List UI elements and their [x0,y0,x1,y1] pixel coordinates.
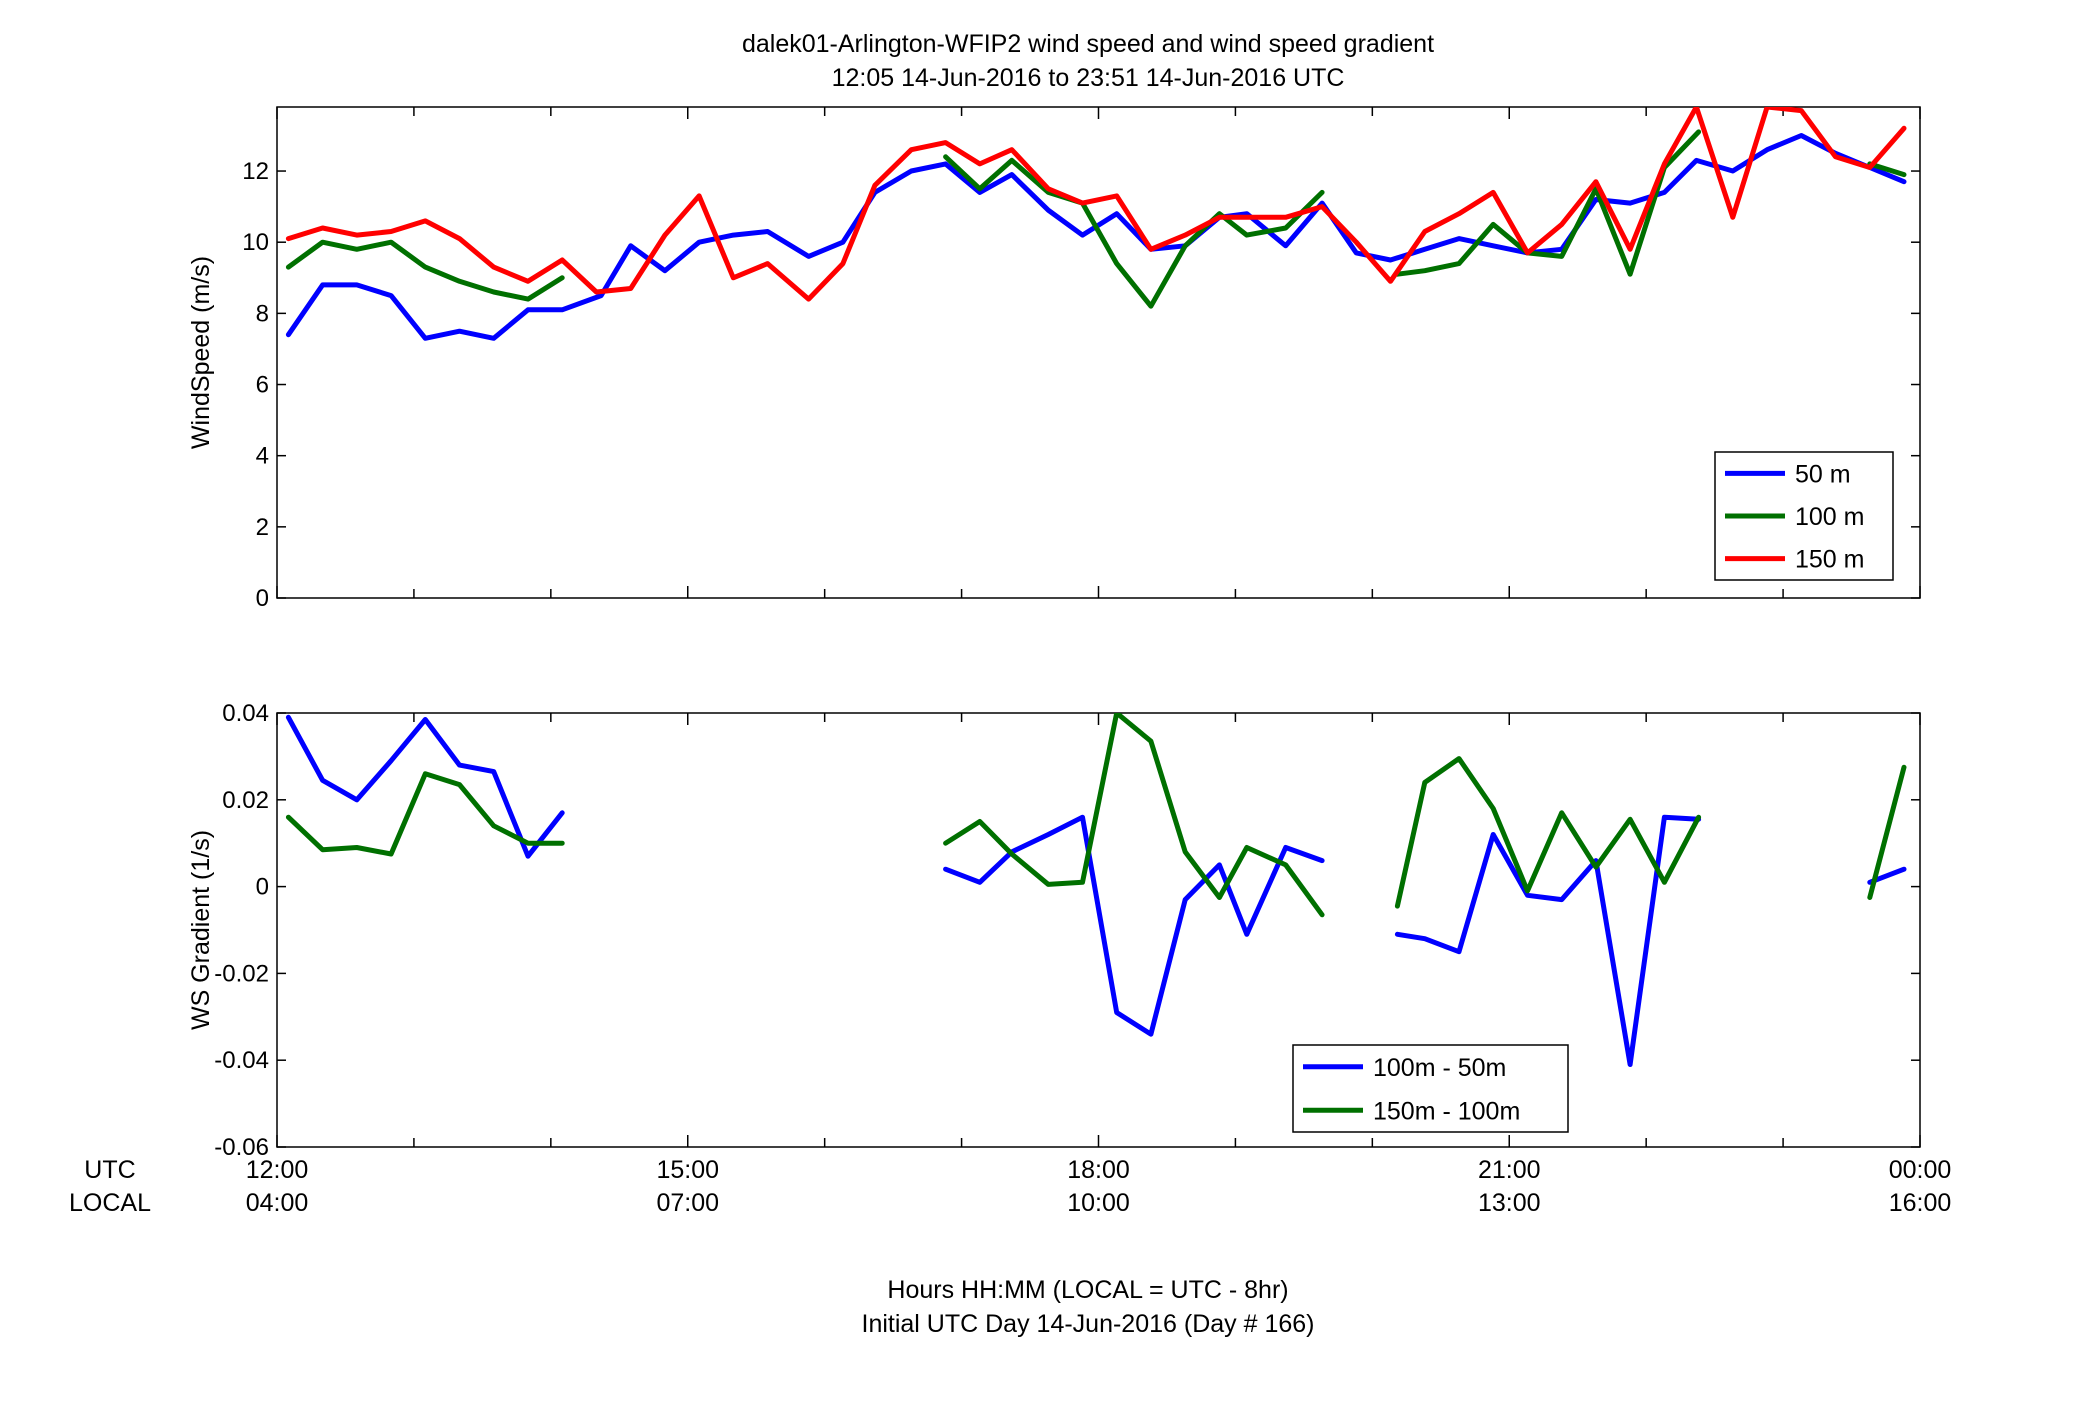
x-tick-label-utc: 12:00 [246,1156,309,1184]
y-tick-label-top: 10 [242,229,269,256]
x-tick-label-utc: 00:00 [1889,1156,1952,1184]
series-50-m-line-0 [285,133,1907,341]
series-100-m-line-1 [943,154,1325,309]
y-tick-label-top: 4 [256,443,269,470]
plot-frame-bottom [276,712,1921,1148]
x-axis-label-line1: Hours HH:MM (LOCAL = UTC - 8hr) [887,1276,1288,1304]
y-tick-label-top: 6 [256,372,269,399]
chart-title-line1: dalek01-Arlington-WFIP2 wind speed and w… [742,30,1434,58]
series-100-m-line-0 [285,239,565,302]
legend-bottom: 100m - 50m 150m - 100m [1292,1044,1569,1133]
legend-label-top-2: 150 m [1795,546,1864,574]
x-tick-label-utc: 18:00 [1067,1156,1130,1184]
series-100m-50m-line-0 [285,714,565,859]
series-100-m-line-2 [1394,129,1702,277]
y-tick-label-top: 8 [256,300,269,327]
y-tick-label-bottom: -0.06 [214,1134,269,1161]
y-tick-label-top: 12 [242,158,269,185]
series-150m-100m-line-0 [285,771,565,857]
y-tick-label-bottom: 0 [256,874,269,901]
series-100m-50m-line-2 [1394,814,1702,1067]
x-tick-label-local: 13:00 [1478,1189,1541,1217]
gradient-panel: -0.06 -0.04 -0.02 0 0.02 0.04 WS Gradient (1/s… [187,700,1921,1161]
y-tick-label-top: 0 [256,585,269,612]
series-150m-100m-line-3 [1867,764,1907,900]
x-axis-label-line2: Initial UTC Day 14-Jun-2016 (Day # 166) [862,1310,1315,1338]
legend-label-top-0: 50 m [1795,460,1851,488]
x-tick-label-local: 16:00 [1889,1189,1952,1217]
windspeed-panel: 0 2 4 6 8 10 12 WindSpeed (m/s) 50 m 100 m 150 m [187,106,1921,612]
y-tick-label-top: 2 [256,514,269,541]
series-100-m-line-3 [1867,161,1907,178]
legend-box-bottom [1292,1044,1569,1133]
y-tick-label-bottom: 0.04 [222,700,269,727]
legend-top: 50 m 100 m 150 m [1714,451,1894,581]
utc-row-label: UTC [84,1156,135,1184]
legend-label-bottom-1: 150m - 100m [1373,1097,1520,1125]
time-axis-labels: 12:00 04:00 15:00 07:00 18:00 10:00 21:00 13:00… [246,1156,1952,1217]
local-row-label: LOCAL [69,1189,151,1217]
x-tick-label-utc: 15:00 [656,1156,719,1184]
legend-label-top-1: 100 m [1795,503,1864,531]
y-tick-label-bottom: 0.02 [222,787,269,814]
x-tick-label-utc: 21:00 [1478,1156,1541,1184]
chart-title-line2: 12:05 14-Jun-2016 to 23:51 14-Jun-2016 U… [832,64,1345,92]
x-tick-label-local: 10:00 [1067,1189,1130,1217]
series-150-m-line-0 [285,107,1907,302]
y-tick-label-bottom: -0.04 [214,1047,269,1074]
legend-label-bottom-0: 100m - 50m [1373,1054,1506,1082]
series-150m-100m-line-1 [943,713,1325,918]
y-axis-label-top: WindSpeed (m/s) [187,256,215,449]
y-axis-label-bottom: WS Gradient (1/s) [187,830,215,1030]
x-tick-label-local: 07:00 [656,1189,719,1217]
series-100m-50m-line-1 [943,814,1325,1037]
y-tick-label-bottom: -0.02 [214,960,269,987]
series-150m-100m-line-2 [1394,756,1702,909]
x-tick-label-local: 04:00 [246,1189,309,1217]
